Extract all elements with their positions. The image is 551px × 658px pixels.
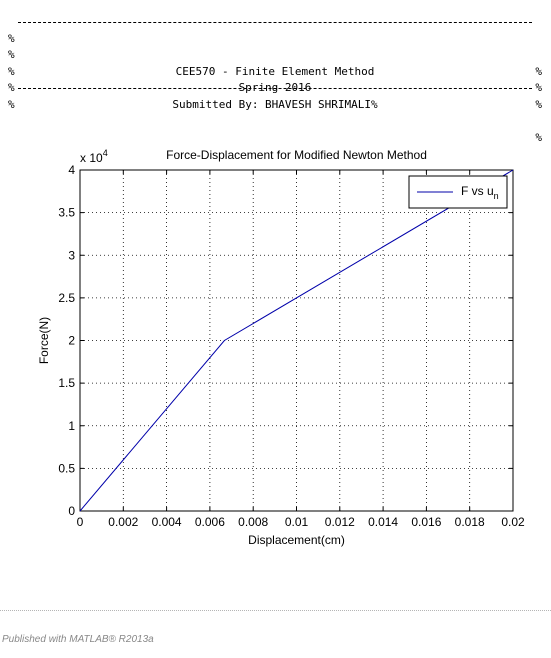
x-tick-label: 0.018 bbox=[455, 515, 485, 529]
y-tick-label: 1 bbox=[68, 419, 75, 433]
dashed-rule bbox=[18, 88, 532, 89]
y-axis-exponent: x 104 bbox=[80, 148, 108, 165]
x-tick-label: 0.02 bbox=[501, 515, 525, 529]
x-tick-label: 0 bbox=[77, 515, 84, 529]
percent-mark: % bbox=[535, 81, 542, 94]
legend: F vs un bbox=[408, 175, 508, 209]
comment-line-course: % CEE570 - Finite Element Method % bbox=[8, 31, 542, 94]
x-tick-label: 0.002 bbox=[108, 515, 138, 529]
footer-divider bbox=[0, 610, 551, 611]
series-layer bbox=[79, 169, 514, 512]
legend-entry-subscript: n bbox=[494, 191, 499, 201]
x-tick-label: 0.004 bbox=[152, 515, 182, 529]
y-tick-label: 0 bbox=[68, 504, 75, 518]
percent-mark: % bbox=[535, 97, 542, 111]
percent-mark: % bbox=[8, 64, 15, 78]
header-comment-block: % % % CEE570 - Finite Element Method % %… bbox=[8, 14, 542, 144]
y-tick-label: 3.5 bbox=[58, 206, 75, 220]
x-tick-label: 0.008 bbox=[238, 515, 268, 529]
x-axis-label: Displacement(cm) bbox=[248, 533, 345, 547]
course-title: CEE570 - Finite Element Method bbox=[175, 64, 375, 78]
author-text: Submitted By: BHAVESH SHRIMALI% bbox=[172, 97, 378, 111]
y-tick-label: 0.5 bbox=[58, 461, 75, 475]
term-text: Spring 2016 bbox=[238, 81, 312, 94]
percent-mark: % bbox=[8, 81, 15, 94]
percent-mark: % bbox=[535, 130, 542, 144]
dashed-rule bbox=[18, 22, 532, 23]
y-tick-label: 3 bbox=[68, 248, 75, 262]
x-tick-label: 0.014 bbox=[368, 515, 398, 529]
comment-line-author: % Submitted By: BHAVESH SHRIMALI% bbox=[8, 64, 542, 111]
comment-rule-bottom: % % bbox=[8, 80, 542, 144]
percent-mark: % bbox=[8, 48, 15, 61]
legend-entry: F vs un bbox=[461, 184, 499, 201]
y-exponent-power: 4 bbox=[103, 148, 108, 158]
chart-title: Force-Displacement for Modified Newton M… bbox=[166, 148, 427, 162]
series-line bbox=[79, 169, 514, 512]
y-tick-label: 4 bbox=[68, 163, 75, 177]
x-tick-label: 0.006 bbox=[195, 515, 225, 529]
x-tick-label: 0.012 bbox=[325, 515, 355, 529]
percent-mark: % bbox=[8, 31, 15, 45]
y-exponent-base: x 10 bbox=[80, 151, 103, 165]
comment-rule-top: % % bbox=[8, 14, 542, 78]
publish-footer: Published with MATLAB® R2013a bbox=[2, 634, 154, 645]
x-tick-label: 0.016 bbox=[411, 515, 441, 529]
axis-ticks: 0 0.002 0.004 0.006 0.008 0.01 0.012 0.014 0.016… bbox=[58, 163, 525, 529]
legend-entry-label: F vs u bbox=[461, 184, 494, 198]
y-tick-label: 2.5 bbox=[58, 291, 75, 305]
y-tick-label: 2 bbox=[68, 334, 75, 348]
x-tick-label: 0.01 bbox=[285, 515, 309, 529]
percent-mark: % bbox=[8, 97, 15, 111]
force-displacement-chart: 0 0.002 0.004 0.006 0.008 0.01 0.012 0.014 0.016… bbox=[37, 148, 525, 547]
percent-mark: % bbox=[535, 64, 542, 78]
y-tick-label: 1.5 bbox=[58, 376, 75, 390]
comment-line-term: % Spring 2016 % bbox=[8, 47, 542, 111]
grid-lines bbox=[80, 170, 513, 511]
y-axis-label: Force(N) bbox=[37, 317, 51, 364]
